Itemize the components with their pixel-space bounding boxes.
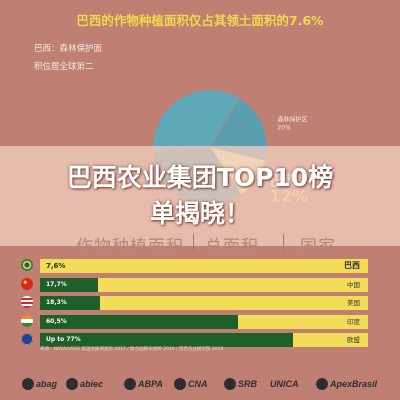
bar-value-label: 7,6% [46,262,66,270]
logo-abpa: ABPA [124,374,163,394]
partner-logos: abag abiec ABPA CNA SRB UNICA ApexBrasil [14,374,386,394]
headline-banner [0,146,400,246]
srb-logo-icon [224,378,236,390]
abpa-logo-icon [124,378,136,390]
logo-unica: UNICA [270,379,299,389]
logo-cna: CNA [174,374,208,394]
info-text-line-1: 巴西：森林保护面 [34,44,103,54]
bar-track [40,296,368,310]
bar-row: 60,5% 印度 [0,314,400,329]
bar-value-label: 17,7% [46,280,67,288]
bar-row: Up to 77% 欧盟 [0,333,400,347]
headline-line-1: 巴西农业集团TOP10榜 [66,163,334,192]
logo-srb: SRB [224,374,257,394]
pie-slice [152,89,241,152]
logo-abag: abag [22,374,57,394]
abag-logo-icon [22,378,34,390]
eu-flag-icon [21,333,33,345]
col-header-total-area: 总面积 [205,237,259,257]
source-note: 来源：NASA/USGS 美国地质调查局 2017 / 联合国粮农组织 2016… [40,347,224,352]
india-flag-icon [21,314,33,327]
col-header-crop-area: 作物种植面积 [76,237,184,257]
bar-value-label: 18,3% [46,299,67,306]
chart-title: 巴西的作物种植面积仅占其领土面积的7.6% [76,13,324,28]
bar-row: 7,6% 巴西 [0,259,400,273]
brazil-flag-icon [21,259,33,271]
apexbrasil-logo-icon [316,378,328,390]
bar-value-label: 60,5% [46,317,67,325]
usa-flag-icon [21,296,33,308]
bar [40,314,239,329]
bar-row: 18,3% 美国 [0,296,400,310]
logo-abiec: abiec [66,374,103,394]
cna-logo-icon [174,378,186,390]
bar-category-label: 印度 [347,317,360,326]
headline-line-2: 单揭晓！ [149,199,250,228]
bar-category-label: 欧盟 [347,336,360,344]
bar-category-label: 中国 [347,280,360,289]
info-text-line-2: 积位居全球第二 [34,62,94,72]
pie-slice-label: 森林保护区 [277,115,307,123]
bar-category-label: 巴西 [344,261,360,270]
bar-track [40,333,368,347]
bar [40,259,65,273]
bar [40,333,293,347]
bar-category-label: 美国 [347,299,360,307]
header-divider [283,234,284,252]
bar [40,277,99,292]
abiec-logo-icon [66,378,78,390]
bar [40,296,101,310]
china-flag-icon [21,277,33,290]
bar-track [40,259,368,273]
bar-value-label: Up to 77% [46,336,81,343]
logo-apexbrasil: ApexBrasil [316,374,377,394]
bar-row: 17,7% 中国 [0,277,400,292]
header-divider [193,234,194,252]
col-header-country: 国家 [300,237,336,257]
pie-slice-value: 20% [277,124,291,131]
bar-track [40,277,368,292]
bar-track [40,314,368,329]
